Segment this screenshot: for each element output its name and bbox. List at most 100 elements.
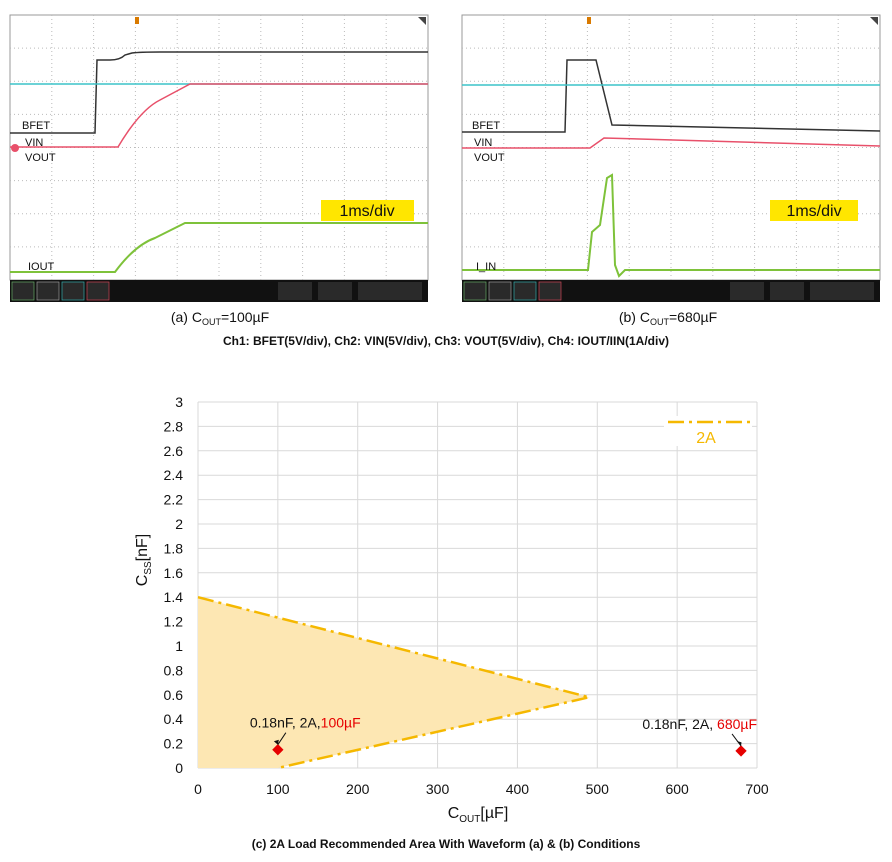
axis-title-unit: [µF] <box>480 805 508 822</box>
y-tick-label: 2 <box>175 516 183 532</box>
status-box <box>513 281 537 301</box>
x-tick-label: 200 <box>346 781 370 797</box>
status-box <box>36 281 60 301</box>
point-annotation: 0.18nF, 2A,100µF <box>250 715 361 731</box>
series-line <box>197 595 590 770</box>
trace-label: BFET <box>472 120 500 132</box>
timebase-box <box>770 200 858 221</box>
legend-label: 2A <box>696 430 716 447</box>
data-point <box>272 744 284 756</box>
y-tick-label: 1.2 <box>164 614 184 630</box>
status-box <box>538 281 562 301</box>
status-box <box>388 282 422 300</box>
annotation-highlight: 680µF <box>717 716 757 732</box>
area-fill <box>198 597 590 768</box>
annotation-highlight: 100µF <box>321 715 361 731</box>
y-axis-title: CSS[nF] <box>134 534 154 586</box>
trigger-marker <box>135 17 139 24</box>
timebase-box <box>321 200 414 221</box>
trace-iout <box>10 222 428 273</box>
scope-a-traces: BFET VIN VOUT IOUT 1ms/div <box>10 51 428 273</box>
y-tick-label: 0.8 <box>164 662 184 678</box>
axis-title-sub: SS <box>143 561 154 575</box>
x-axis-title: COUT[µF] <box>448 805 509 825</box>
x-tick-label: 300 <box>426 781 450 797</box>
status-box <box>86 281 110 301</box>
caption-text: =680µF <box>669 309 717 325</box>
axis-title-main: C <box>448 805 460 822</box>
caption-text: =100µF <box>221 309 269 325</box>
trace-bfet <box>10 51 428 134</box>
x-tick-label: 100 <box>266 781 290 797</box>
status-box <box>770 282 804 300</box>
trace-label: VIN <box>25 137 43 149</box>
chart-caption: (c) 2A Load Recommended Area With Wavefo… <box>252 837 641 851</box>
y-tick-label: 1 <box>175 638 183 654</box>
axis-title-unit: [nF] <box>134 534 151 562</box>
trace-label: VOUT <box>25 152 56 164</box>
status-box <box>278 282 312 300</box>
caption-text: (b) C <box>619 309 650 325</box>
timebase: 1ms/div <box>339 203 394 220</box>
caption-sub: OUT <box>202 317 222 327</box>
timebase: 1ms/div <box>786 203 841 220</box>
channel-marker <box>11 144 19 152</box>
trace-vout <box>10 83 428 148</box>
y-tick-label: 1.8 <box>164 540 184 556</box>
status-box <box>488 281 512 301</box>
trace-vout <box>462 137 881 149</box>
y-tick-label: 1.4 <box>164 589 184 605</box>
annotation-text: 0.18nF, 2A, <box>250 715 321 731</box>
arrow-head <box>273 739 279 745</box>
status-box <box>358 282 392 300</box>
y-tick-label: 3 <box>175 394 183 410</box>
chart: 0 0.2 0.4 0.6 0.8 1 1.2 1.4 1.6 1.8 2 2.2 2.4 2.6 2.8 3… <box>134 394 769 825</box>
x-tick-label: 400 <box>506 781 530 797</box>
trace-bfet <box>462 59 881 133</box>
trace-label: I_IN <box>476 261 496 273</box>
trace-iin <box>462 173 880 278</box>
caption-text: (a) C <box>171 309 202 325</box>
axis-title-main: C <box>134 575 151 587</box>
trigger-marker <box>587 17 591 24</box>
status-box <box>730 282 764 300</box>
y-tick-label: 2.4 <box>164 467 184 483</box>
y-tick-label: 2.2 <box>164 492 184 508</box>
channels-caption: Ch1: BFET(5V/div), Ch2: VIN(5V/div), Ch3… <box>223 334 669 348</box>
y-tick-label: 2.8 <box>164 418 184 434</box>
status-box <box>810 282 844 300</box>
data-point <box>735 745 747 757</box>
status-box <box>11 281 35 301</box>
y-tick-label: 0 <box>175 760 183 776</box>
status-box <box>463 281 487 301</box>
scope-b-traces: BFET VIN VOUT I_IN 1ms/div <box>462 59 881 278</box>
scopes <box>9 14 881 302</box>
y-tick-label: 0.4 <box>164 711 184 727</box>
corner-marker <box>870 17 878 25</box>
caption-sub: OUT <box>650 317 670 327</box>
trace-label: VIN <box>474 137 492 149</box>
y-tick-label: 1.6 <box>164 565 184 581</box>
annotation-text: 0.18nF, 2A, <box>642 716 717 732</box>
y-tick-label: 0.6 <box>164 687 184 703</box>
trace-label: BFET <box>22 120 50 132</box>
scope-caption: (b) COUT=680µF <box>619 309 717 327</box>
x-tick-label: 500 <box>586 781 610 797</box>
arrow-head <box>736 740 742 746</box>
y-tick-label: 2.6 <box>164 443 184 459</box>
status-box <box>318 282 352 300</box>
status-box <box>840 282 874 300</box>
x-tick-label: 700 <box>745 781 769 797</box>
x-tick-label: 0 <box>194 781 202 797</box>
trace-label: VOUT <box>474 152 505 164</box>
point-annotation: 0.18nF, 2A, 680µF <box>642 716 757 732</box>
trace-label: IOUT <box>28 261 55 273</box>
annotation-arrow <box>277 732 287 745</box>
y-tick-label: 0.2 <box>164 736 184 752</box>
x-tick-label: 600 <box>665 781 689 797</box>
scope-caption: (a) COUT=100µF <box>171 309 269 327</box>
corner-marker <box>418 17 426 25</box>
axis-title-sub: OUT <box>459 814 480 825</box>
status-box <box>61 281 85 301</box>
